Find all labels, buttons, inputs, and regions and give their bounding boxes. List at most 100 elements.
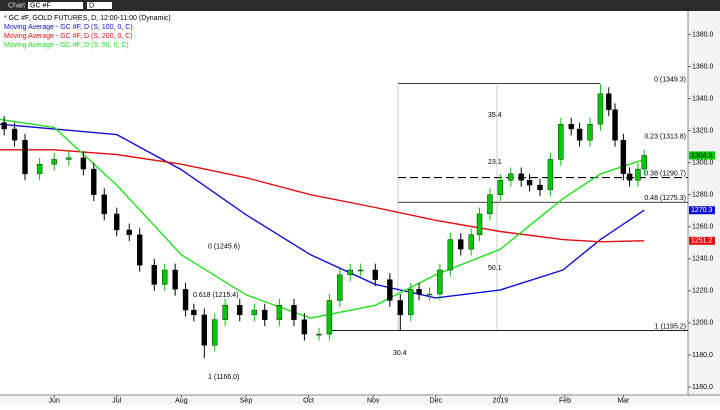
candle-body bbox=[468, 234, 474, 250]
candle-body bbox=[262, 309, 268, 320]
tab-label[interactable]: Chart bbox=[8, 2, 25, 9]
candle-body bbox=[191, 309, 197, 316]
annotation: 50.1 bbox=[488, 265, 502, 272]
candle-body bbox=[237, 305, 243, 316]
candle-body bbox=[558, 123, 564, 160]
time-axis bbox=[0, 395, 720, 405]
candle-body bbox=[291, 305, 297, 320]
candle-body bbox=[641, 155, 647, 170]
candle-body bbox=[66, 157, 72, 160]
y-tick-label: 1380.0 bbox=[692, 31, 714, 38]
candle-body bbox=[537, 184, 543, 191]
x-tick-label: 2019 bbox=[493, 397, 509, 404]
candle-body bbox=[606, 93, 612, 110]
candle-body bbox=[212, 319, 218, 346]
candle-body bbox=[387, 279, 393, 301]
candle-body bbox=[136, 234, 143, 266]
y-tick-label: 1200.0 bbox=[692, 320, 714, 327]
candle-body bbox=[301, 319, 308, 335]
candle-body bbox=[316, 333, 322, 336]
price-tag bbox=[689, 151, 715, 160]
candle-body bbox=[11, 128, 18, 141]
candle-body bbox=[51, 159, 57, 165]
candle-body bbox=[518, 173, 524, 181]
x-tick-label: Nov bbox=[367, 397, 380, 404]
candle-body bbox=[487, 194, 493, 215]
candle-body bbox=[182, 289, 189, 311]
x-tick-label: Mar bbox=[617, 397, 630, 404]
candle-body bbox=[612, 109, 618, 141]
candle-body bbox=[437, 269, 443, 295]
interval-input[interactable] bbox=[87, 2, 112, 9]
candle-body bbox=[126, 229, 132, 235]
fib-label: 0 (1245.6) bbox=[208, 244, 240, 251]
candle-body bbox=[620, 140, 627, 175]
candle-body bbox=[635, 168, 641, 181]
y-tick-label: 1320.0 bbox=[692, 127, 714, 134]
candle-body bbox=[337, 274, 343, 301]
x-tick-label: Jun bbox=[49, 397, 60, 404]
candle-body bbox=[347, 269, 353, 276]
candle-body bbox=[114, 213, 120, 231]
candle-body bbox=[91, 168, 97, 195]
symbol-text: GC #F bbox=[30, 2, 51, 9]
candle-body bbox=[357, 269, 364, 272]
candle-body bbox=[276, 305, 283, 320]
y-tick-label: 1340.0 bbox=[692, 95, 714, 102]
candle-body bbox=[372, 269, 378, 280]
ma-tag bbox=[689, 236, 715, 245]
annotation: 30.4 bbox=[393, 350, 407, 357]
candle-body bbox=[597, 93, 604, 125]
candle-body bbox=[397, 300, 403, 316]
candle-body bbox=[568, 123, 574, 130]
x-tick-label: Jul bbox=[112, 397, 121, 404]
candle-body bbox=[326, 300, 333, 335]
y-tick-label: 1220.0 bbox=[692, 288, 714, 295]
fib-label: 1 (1195.2) bbox=[655, 323, 686, 330]
candle-body bbox=[576, 128, 583, 141]
fib-label: 0 (1349.3) bbox=[654, 76, 686, 83]
toolbar bbox=[0, 0, 720, 11]
annotation: 23.1 bbox=[488, 159, 502, 166]
moving-average-line bbox=[0, 149, 645, 243]
candle-body bbox=[162, 269, 168, 285]
ma-tag-label: 1270.3 bbox=[691, 207, 713, 214]
fib-label: 0.48 (1275.3) bbox=[644, 195, 686, 202]
annotation: 35.4 bbox=[488, 112, 502, 119]
price-tag-label: 1304.5 bbox=[691, 152, 713, 159]
x-tick-label: Aug bbox=[175, 397, 188, 404]
candle-body bbox=[201, 314, 208, 346]
x-tick-label: Feb bbox=[559, 397, 571, 404]
fib-label: 0.38 (1290.7) bbox=[644, 170, 686, 177]
legend-entry: Moving Average - GC #F, D (S, 200, 0, C) bbox=[4, 33, 133, 40]
candle-body bbox=[101, 194, 107, 215]
candle-body bbox=[80, 157, 87, 170]
candle-body bbox=[587, 123, 593, 141]
candle-body bbox=[458, 239, 464, 250]
candle-body bbox=[222, 305, 228, 320]
candle-body bbox=[36, 164, 43, 175]
candle-body bbox=[497, 180, 504, 195]
y-tick-label: 1300.0 bbox=[692, 159, 714, 166]
candle-body bbox=[172, 269, 178, 290]
candle-body bbox=[22, 140, 28, 175]
candle-body bbox=[251, 309, 258, 316]
symbol-input[interactable] bbox=[28, 2, 83, 9]
y-tick-label: 1260.0 bbox=[692, 224, 714, 231]
fib-label: 0.23 (1313.8) bbox=[644, 133, 686, 140]
candle-body bbox=[626, 173, 633, 181]
fib-label: 0.618 (1215.4) bbox=[193, 292, 239, 299]
y-tick-label: 1160.0 bbox=[692, 384, 713, 391]
candle-body bbox=[508, 173, 514, 181]
candle-body bbox=[547, 159, 554, 191]
candle-body bbox=[447, 239, 454, 271]
candle-body bbox=[1, 122, 7, 130]
candle-body bbox=[416, 289, 422, 295]
x-tick-label: Sep bbox=[240, 397, 253, 404]
y-tick-label: 1180.0 bbox=[692, 352, 713, 359]
y-tick-label: 1280.0 bbox=[692, 192, 714, 199]
candle-body bbox=[151, 264, 157, 285]
y-tick-label: 1360.0 bbox=[692, 63, 714, 70]
candle-body bbox=[408, 289, 414, 316]
